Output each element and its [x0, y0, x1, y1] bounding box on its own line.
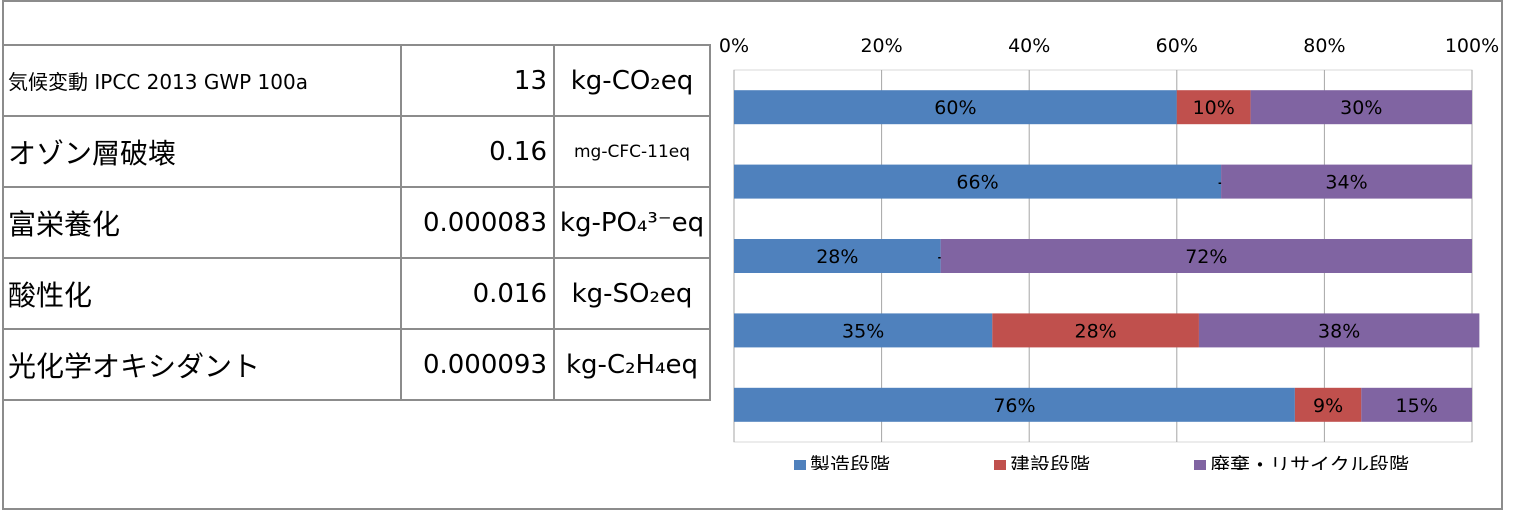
value-cell: 0.16 [400, 115, 555, 188]
bar-segment [734, 164, 1222, 199]
table-row: 酸性化 0.016 kg-SO₂eq [2, 257, 711, 330]
bar-segment [734, 90, 1177, 125]
data-label: 66% [956, 172, 998, 194]
table-row: 光化学オキシダント 0.000093 kg-C₂H₄eq [2, 328, 711, 401]
data-label: 60% [934, 97, 976, 119]
data-label: 28% [816, 246, 858, 268]
bar-segment [1250, 90, 1472, 125]
indicator-cell: 富栄養化 [2, 186, 402, 259]
bar-segment [734, 313, 993, 348]
bar-segment [1198, 313, 1480, 348]
data-label: 34% [1325, 172, 1367, 194]
value-cell: 0.000083 [400, 186, 555, 259]
table-row: 気候変動 IPCC 2013 GWP 100a 13 kg-CO₂eq [2, 44, 711, 117]
indicator-cell: オゾン層破壊 [2, 115, 402, 188]
bar-segment [1176, 90, 1251, 125]
bar-segment [992, 313, 1199, 348]
data-label: 35% [842, 320, 884, 342]
data-label: 38% [1318, 320, 1360, 342]
x-tick-label: 20% [860, 35, 902, 57]
legend-label: 廃棄・リサイクル段階 [1210, 453, 1409, 470]
legend-swatch [1194, 460, 1206, 470]
data-label: 30% [1340, 97, 1382, 119]
bar-segment [940, 239, 1472, 273]
bar-segment [1221, 164, 1472, 199]
legend-label: 製造段階 [810, 453, 890, 470]
unit-cell: kg-CO₂eq [553, 44, 711, 117]
value-cell: 13 [400, 44, 555, 117]
table-row: オゾン層破壊 0.16 mg-CFC-11eq [2, 115, 711, 188]
indicator-cell: 光化学オキシダント [2, 328, 402, 401]
bar-segment [734, 239, 941, 273]
data-label: 10% [1193, 97, 1235, 119]
bar-segment [734, 387, 1295, 422]
value-cell: 0.016 [400, 257, 555, 330]
legend-swatch [994, 460, 1006, 470]
indicator-cell: 気候変動 IPCC 2013 GWP 100a [2, 44, 402, 117]
unit-cell: kg-PO₄³⁻eq [553, 186, 711, 259]
data-label: 72% [1185, 246, 1227, 268]
unit-cell: kg-C₂H₄eq [553, 328, 711, 401]
x-tick-label: 0% [719, 35, 749, 57]
unit-cell: kg-SO₂eq [553, 257, 711, 330]
value-cell: 0.000093 [400, 328, 555, 401]
legend-label: 建設段階 [1010, 453, 1090, 470]
data-label: 15% [1396, 395, 1438, 417]
bar-segment [1294, 387, 1362, 422]
data-label: 28% [1075, 320, 1117, 342]
x-tick-label: 100% [1445, 35, 1499, 57]
indicator-cell: 酸性化 [2, 257, 402, 330]
x-tick-label: 80% [1303, 35, 1345, 57]
data-label: 9% [1313, 395, 1343, 417]
data-label: 76% [993, 395, 1035, 417]
table-row: 富栄養化 0.000083 kg-PO₄³⁻eq [2, 186, 711, 259]
legend-swatch [794, 460, 806, 470]
x-tick-label: 40% [1008, 35, 1050, 57]
unit-cell: mg-CFC-11eq [553, 115, 711, 188]
x-tick-label: 60% [1156, 35, 1198, 57]
stacked-bar-chart: 0%20%40%60%80%100%60%10%30%66%-34%28%-72… [719, 35, 1499, 470]
impact-table: 気候変動 IPCC 2013 GWP 100a 13 kg-CO₂eq オゾン層… [2, 44, 711, 401]
bar-segment [1361, 387, 1472, 422]
